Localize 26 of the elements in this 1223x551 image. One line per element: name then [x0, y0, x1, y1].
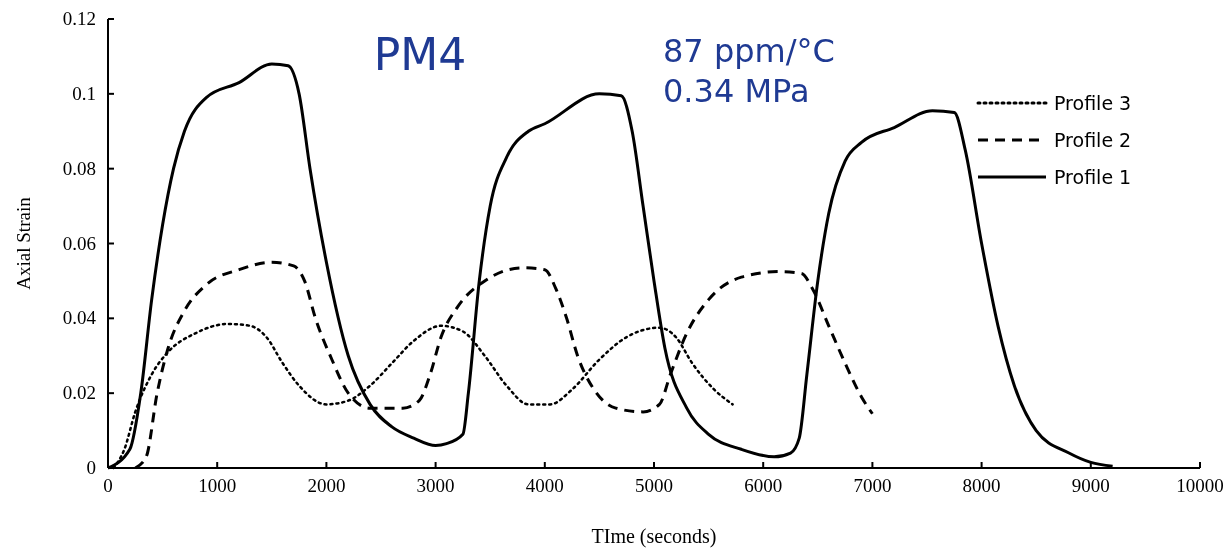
y-tick-label: 0.02 [62, 382, 96, 404]
y-tick-label: 0.1 [72, 82, 96, 104]
x-tick-label: 0 [103, 475, 113, 496]
x-tick-label: 9000 [1071, 475, 1110, 496]
annotation: 0.34 MPa [663, 72, 810, 110]
x-tick-label: 1000 [198, 475, 237, 496]
x-axis-title: TIme (seconds) [591, 525, 717, 548]
y-tick-label: 0.12 [62, 8, 96, 29]
y-tick-label: 0 [86, 457, 96, 478]
y-tick-label: 0.06 [62, 232, 96, 254]
legend-label: Profile 2 [1054, 129, 1132, 151]
x-tick-label: 5000 [635, 475, 673, 496]
legend-label: Profile 3 [1054, 92, 1132, 114]
y-tick-label: 0.08 [62, 157, 96, 179]
chart-title: PM4 [373, 29, 467, 80]
annotation: 87 ppm/°C [663, 32, 835, 70]
legend-label: Profile 1 [1054, 166, 1132, 188]
x-tick-label: 4000 [525, 475, 564, 496]
x-tick-label: 10000 [1176, 475, 1223, 496]
x-tick-label: 6000 [744, 475, 783, 496]
x-tick-label: 3000 [416, 475, 455, 496]
x-tick-label: 7000 [853, 475, 892, 496]
y-axis-title: Axial Strain [13, 196, 34, 290]
x-tick-label: 8000 [962, 475, 1001, 496]
y-tick-label: 0.04 [62, 307, 97, 329]
x-tick-label: 2000 [307, 475, 346, 496]
